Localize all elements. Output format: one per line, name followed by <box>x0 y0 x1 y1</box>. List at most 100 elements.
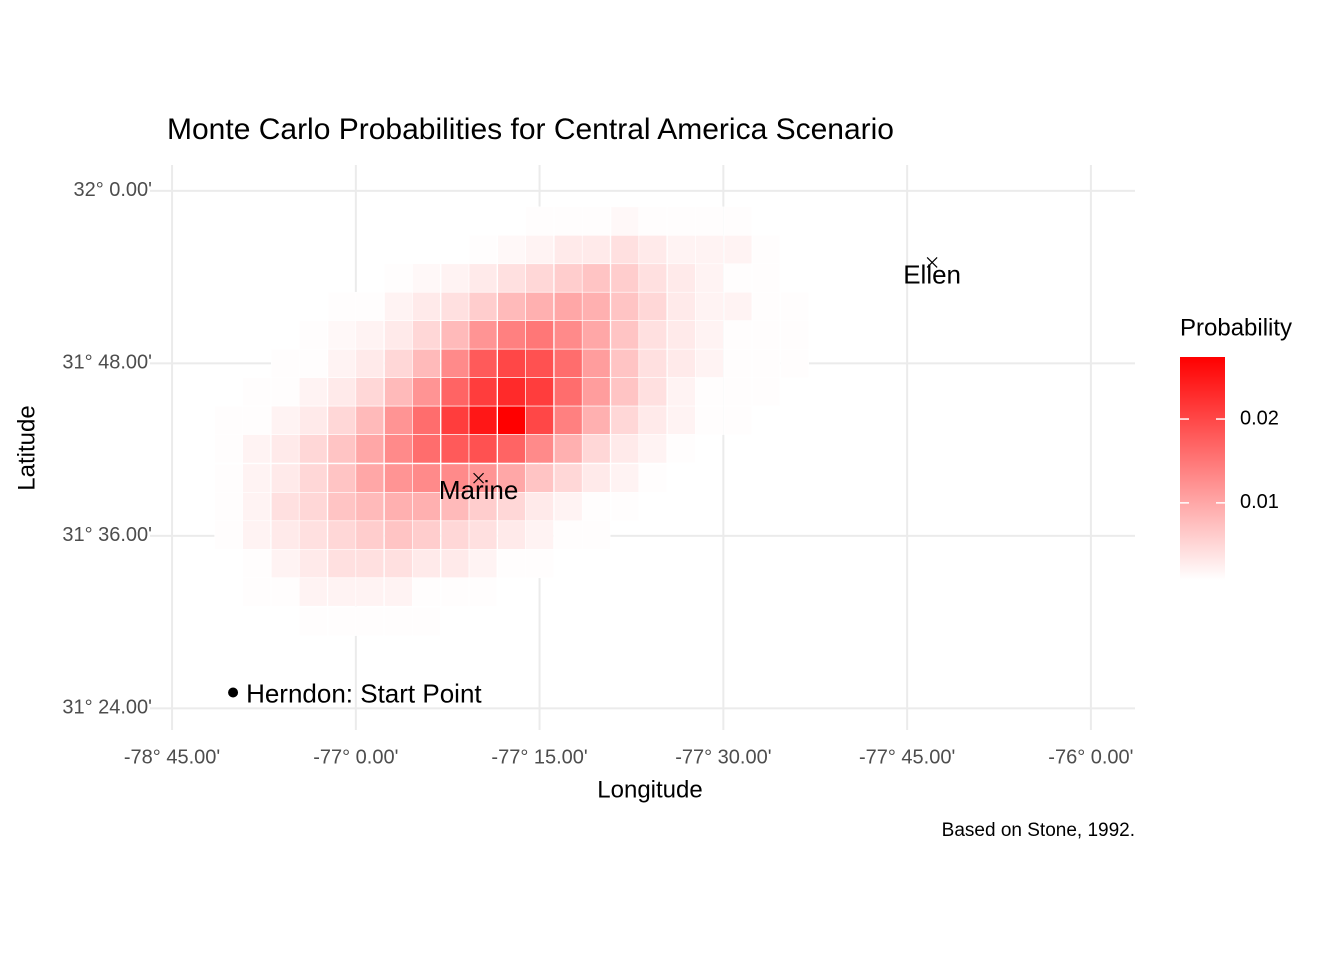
x-tick-label: -77° 15.00' <box>491 746 587 768</box>
tile <box>270 492 300 522</box>
tile <box>468 263 498 293</box>
tile <box>355 348 385 378</box>
tile <box>384 434 413 464</box>
tile <box>553 492 583 522</box>
tile <box>497 377 526 407</box>
tile <box>581 377 611 407</box>
tile <box>581 291 611 321</box>
y-tick-label: 31° 48.00' <box>62 352 152 374</box>
tile <box>355 434 385 464</box>
tile <box>638 348 668 378</box>
tile <box>412 577 441 607</box>
tile <box>610 434 640 464</box>
tile <box>723 235 753 265</box>
tile <box>468 463 498 493</box>
tile <box>751 377 781 407</box>
tile <box>525 263 554 293</box>
tile <box>695 235 724 265</box>
tile <box>298 434 328 464</box>
tile <box>440 577 470 607</box>
tile <box>468 492 498 522</box>
tile <box>525 206 554 236</box>
tile <box>412 291 441 321</box>
tile <box>327 377 357 407</box>
tile <box>695 206 724 236</box>
tile <box>581 320 611 350</box>
tile <box>497 405 526 435</box>
tile <box>214 405 243 435</box>
tile <box>327 434 357 464</box>
tile <box>751 320 781 350</box>
tile <box>497 320 526 350</box>
tile <box>327 606 357 636</box>
tile <box>298 348 328 378</box>
tile <box>214 434 243 464</box>
point-label: Ellen <box>903 259 961 289</box>
tile <box>638 320 668 350</box>
tile <box>327 463 357 493</box>
point-label: Marine <box>439 475 518 505</box>
tile <box>638 263 668 293</box>
x-tick-label: -77° 45.00' <box>859 746 955 768</box>
tile <box>525 377 554 407</box>
tile <box>384 548 413 579</box>
tile <box>581 235 611 265</box>
tile <box>497 348 526 378</box>
tile <box>723 263 753 293</box>
tile <box>497 548 526 579</box>
tile <box>440 377 470 407</box>
tile <box>468 320 498 350</box>
tile <box>553 235 583 265</box>
tile <box>695 320 724 350</box>
tile <box>355 492 385 522</box>
tile <box>384 405 413 435</box>
tile <box>355 463 385 493</box>
tile <box>695 348 724 378</box>
tile <box>610 206 640 236</box>
tile <box>384 520 413 550</box>
tile <box>440 492 470 522</box>
tile <box>468 377 498 407</box>
x-axis-title: Longitude <box>597 776 702 803</box>
tile <box>298 377 328 407</box>
tile <box>610 463 640 493</box>
tile <box>412 263 441 293</box>
tile <box>270 577 300 607</box>
tile <box>667 263 696 293</box>
tile <box>667 235 696 265</box>
tile <box>525 348 554 378</box>
tile <box>610 492 640 522</box>
tile <box>440 405 470 435</box>
tile <box>667 320 696 350</box>
tile <box>440 320 470 350</box>
tile <box>327 577 357 607</box>
tile <box>525 548 554 579</box>
tile <box>497 291 526 321</box>
tile <box>242 405 271 435</box>
x-tick-label: -77° 30.00' <box>675 746 771 768</box>
tile <box>610 320 640 350</box>
tile <box>298 492 328 522</box>
tile <box>553 520 583 550</box>
tile <box>581 520 611 550</box>
tile <box>214 492 243 522</box>
tile <box>667 434 696 464</box>
tile <box>412 434 441 464</box>
tile <box>384 492 413 522</box>
point-label: Herndon: Start Point <box>246 678 482 708</box>
tile <box>355 577 385 607</box>
tile <box>384 320 413 350</box>
legend-tick-label: 0.01 <box>1240 491 1279 513</box>
tile <box>581 263 611 293</box>
tile <box>384 463 413 493</box>
point-marker <box>473 472 485 484</box>
tile <box>723 206 753 236</box>
y-axis-title: Latitude <box>13 405 40 490</box>
tile <box>525 291 554 321</box>
tile <box>270 434 300 464</box>
tile <box>355 291 385 321</box>
tile <box>355 405 385 435</box>
tile <box>497 492 526 522</box>
tile <box>695 405 724 435</box>
tile <box>638 235 668 265</box>
